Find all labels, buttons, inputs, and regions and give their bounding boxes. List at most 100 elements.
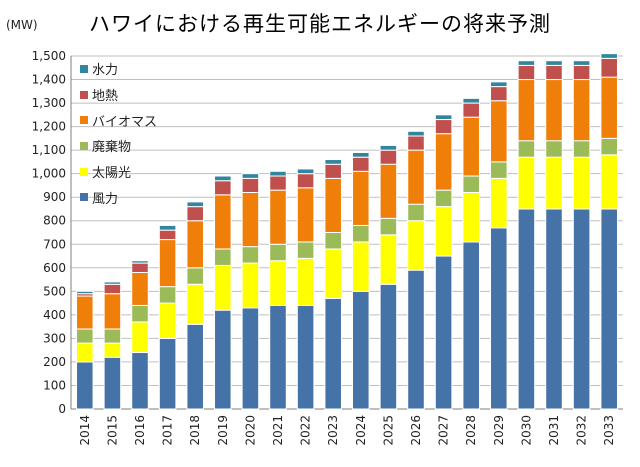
bar-segment-2-2016 xyxy=(131,304,149,323)
bar-segment-5-2029 xyxy=(490,81,508,88)
bar-segment-2-2033 xyxy=(600,137,618,156)
bar-segment-1-2025 xyxy=(379,234,398,285)
chart-title: ハワイにおける再生可能エネルギーの将来予測 xyxy=(89,12,551,36)
bar-segment-4-2020 xyxy=(241,177,260,193)
x-tick-label: 2029 xyxy=(492,415,506,446)
bar-segment-5-2030 xyxy=(517,60,536,66)
legend-item: 風力 xyxy=(80,184,157,210)
x-tick-label: 2027 xyxy=(437,415,451,446)
bar-segment-2-2024 xyxy=(352,224,370,243)
bar-segment-0-2027 xyxy=(434,255,453,410)
bar-segment-3-2029 xyxy=(490,100,508,163)
unit-label: (MW) xyxy=(6,18,38,32)
y-tick-label: 400 xyxy=(43,308,66,322)
bar-segment-2-2032 xyxy=(572,140,591,158)
bar-segment-3-2017 xyxy=(158,239,177,288)
bar-segment-0-2019 xyxy=(214,309,232,410)
bar-segment-4-2018 xyxy=(186,206,204,222)
bar-segment-1-2021 xyxy=(269,260,287,306)
x-tick-label: 2024 xyxy=(354,415,368,446)
y-tick-label: 1,500 xyxy=(32,49,66,63)
bar-segment-0-2014 xyxy=(76,361,94,410)
y-tick-label: 1,000 xyxy=(32,167,66,181)
bar-segment-0-2020 xyxy=(241,307,260,410)
bar-segment-5-2018 xyxy=(186,201,204,208)
x-tick-label: 2019 xyxy=(216,415,230,446)
y-tick-label: 500 xyxy=(43,284,66,298)
chart-legend: 水力 地熱 バイオマス 廃棄物 太陽光 風力 xyxy=(80,56,157,210)
legend-label: バイオマス xyxy=(92,114,158,130)
bar-segment-2-2022 xyxy=(296,241,315,259)
bar-segment-0-2030 xyxy=(517,208,536,410)
bar-segment-5-2025 xyxy=(379,144,398,151)
bar-segment-4-2027 xyxy=(434,119,453,135)
bar-segment-5-2022 xyxy=(296,168,315,175)
bar-segment-5-2017 xyxy=(158,224,177,231)
bar-segment-3-2027 xyxy=(434,133,453,191)
y-tick-label: 1,200 xyxy=(32,120,66,134)
bar-segment-0-2025 xyxy=(379,283,398,410)
bar-segment-1-2027 xyxy=(434,206,453,257)
bar-segment-2-2027 xyxy=(434,189,453,208)
bar-segment-5-2028 xyxy=(462,97,480,104)
x-tick-label: 2015 xyxy=(105,415,119,446)
bar-segment-0-2023 xyxy=(324,297,342,410)
bar-segment-4-2026 xyxy=(407,135,425,151)
bar-segment-2-2031 xyxy=(545,140,563,158)
bar-segment-4-2022 xyxy=(296,173,315,189)
legend-swatch xyxy=(80,141,88,150)
bar-segment-3-2025 xyxy=(379,163,398,219)
legend-swatch xyxy=(80,90,88,99)
bar-segment-2-2015 xyxy=(103,328,122,344)
bar-segment-3-2031 xyxy=(545,79,563,142)
bar-segment-1-2026 xyxy=(407,220,425,271)
legend-item: 太陽光 xyxy=(80,159,157,185)
x-tick-label: 2025 xyxy=(381,415,395,446)
x-tick-label: 2017 xyxy=(161,415,175,446)
bar-segment-0-2024 xyxy=(352,290,370,410)
bar-segment-2-2023 xyxy=(324,232,342,250)
bar-segment-2-2017 xyxy=(158,286,177,304)
bar-segment-1-2022 xyxy=(296,257,315,306)
bar-segment-4-2024 xyxy=(352,156,370,172)
bar-segment-5-2031 xyxy=(545,60,563,66)
legend-swatch xyxy=(80,64,88,73)
bar-segment-3-2030 xyxy=(517,79,536,142)
x-tick-label: 2021 xyxy=(271,415,285,446)
bar-segment-1-2016 xyxy=(131,321,149,354)
bar-segment-2-2030 xyxy=(517,140,536,158)
bar-segment-0-2028 xyxy=(462,241,480,410)
bar-segment-1-2020 xyxy=(241,262,260,309)
bar-segment-2-2020 xyxy=(241,246,260,264)
bar-segment-2-2025 xyxy=(379,217,398,236)
legend-label: 水力 xyxy=(92,63,119,79)
legend-swatch xyxy=(80,167,88,176)
bar-segment-4-2032 xyxy=(572,64,591,81)
bar-segment-0-2033 xyxy=(600,208,618,410)
bar-segment-1-2033 xyxy=(600,154,618,210)
bar-segment-3-2026 xyxy=(407,149,425,205)
bar-segment-5-2021 xyxy=(269,170,287,177)
legend-item: 廃棄物 xyxy=(80,133,157,159)
bar-segment-2-2019 xyxy=(214,248,232,266)
x-tick-label: 2030 xyxy=(519,415,533,446)
legend-label: 風力 xyxy=(92,191,119,207)
bar-segment-0-2017 xyxy=(158,337,177,410)
bar-segment-3-2020 xyxy=(241,191,260,248)
legend-item: バイオマス xyxy=(80,107,157,133)
x-tick-label: 2028 xyxy=(464,415,478,446)
legend-item: 水力 xyxy=(80,56,157,82)
bar-segment-5-2014 xyxy=(76,290,94,295)
bar-segment-4-2029 xyxy=(490,86,508,102)
bar-segment-3-2033 xyxy=(600,76,618,139)
bar-segment-5-2019 xyxy=(214,175,232,182)
bar-segment-3-2015 xyxy=(103,293,122,330)
bar-segment-3-2022 xyxy=(296,187,315,243)
bar-segment-4-2021 xyxy=(269,175,287,191)
bar-segment-3-2014 xyxy=(76,295,94,330)
bar-segment-1-2017 xyxy=(158,302,177,339)
bar-segment-1-2028 xyxy=(462,191,480,243)
bar-segment-5-2023 xyxy=(324,159,342,165)
y-tick-label: 800 xyxy=(43,214,66,228)
y-tick-label: 900 xyxy=(43,190,66,204)
